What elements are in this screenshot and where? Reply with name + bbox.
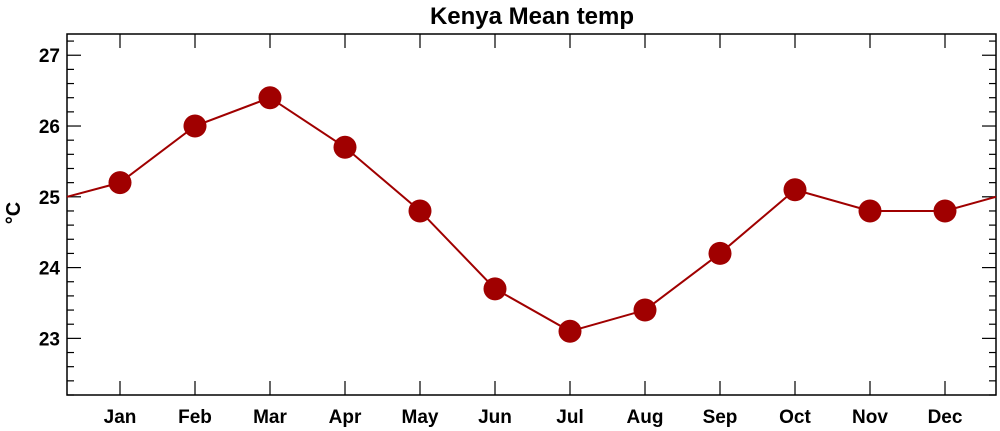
data-point-oct [783,178,807,202]
x-tick-label-sep: Sep [703,407,738,428]
data-point-nov [858,199,882,223]
x-tick-label-aug: Aug [627,407,664,428]
data-point-sep [708,241,732,265]
x-tick-label-apr: Apr [329,407,362,428]
y-tick-label: 25 [39,188,61,209]
y-tick-label: 27 [39,46,60,67]
data-point-jun [483,277,507,301]
series-line [66,96,997,333]
data-point-dec [933,199,957,223]
y-tick-label: 23 [39,329,60,350]
x-tick-label-feb: Feb [178,407,212,428]
x-tick-label-may: May [402,407,439,428]
chart-title: Kenya Mean temp [430,3,634,30]
x-tick-label-nov: Nov [852,407,888,428]
plot-area: 23 24 25 26 27 Jan Feb Mar Apr May Jun Jul Aug Sep Oct… [39,33,997,428]
x-tick-label-dec: Dec [928,407,963,428]
plot-frame [66,33,997,396]
x-tick-label-jul: Jul [556,407,583,428]
x-tick-label-mar: Mar [253,407,287,428]
data-point-jan [108,171,132,195]
y-tick-label: 26 [39,117,60,138]
data-point-feb [183,114,207,138]
y-axis-label: °C [3,202,25,224]
data-point-apr [333,135,357,159]
x-tick-label-oct: Oct [779,407,811,428]
data-point-may [408,199,432,223]
data-point-aug [633,298,657,322]
x-tick-label-jun: Jun [478,407,512,428]
x-tick-label-jan: Jan [104,407,137,428]
data-point-mar [258,86,282,110]
data-point-jul [558,319,582,343]
y-tick-label: 24 [39,259,61,280]
